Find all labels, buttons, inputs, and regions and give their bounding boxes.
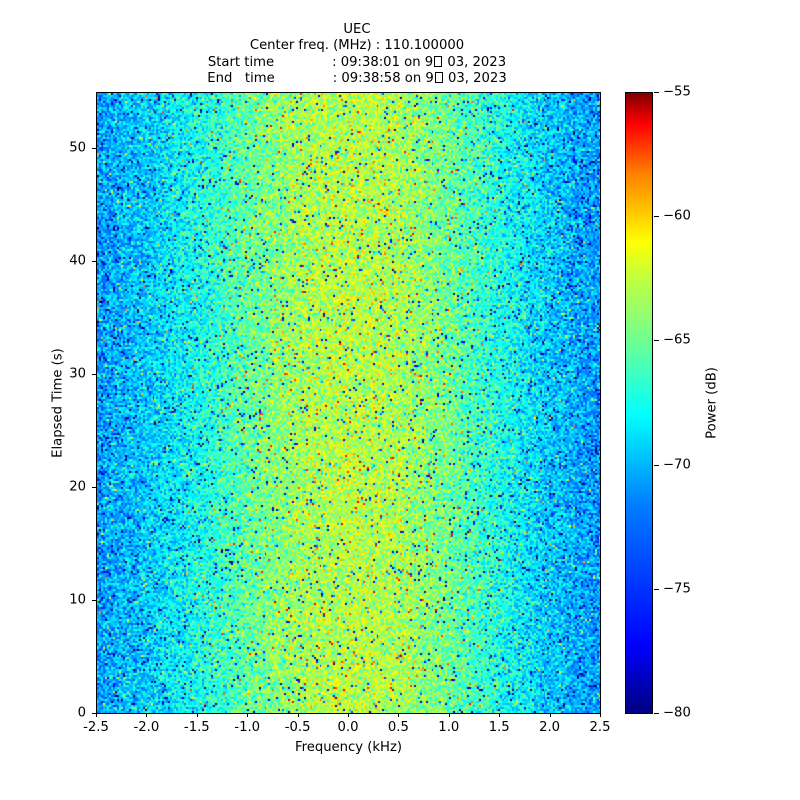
y-tick xyxy=(92,487,96,489)
title-line-station: UEC xyxy=(343,22,371,37)
x-tick-label: 0.0 xyxy=(337,720,359,735)
x-tick-label: 1.0 xyxy=(438,720,460,735)
x-tick-label: 0.5 xyxy=(387,720,409,735)
x-tick xyxy=(96,713,97,717)
y-tick xyxy=(92,374,96,376)
end-time-label: End time xyxy=(207,71,275,87)
start-time-tail: 03, 2023 xyxy=(443,54,507,70)
colorbar-tick-label: −60 xyxy=(663,208,691,224)
x-tick-label: 2.5 xyxy=(589,720,611,735)
x-tick xyxy=(600,713,601,717)
colorbar-tick xyxy=(654,588,659,590)
missing-glyph-icon xyxy=(434,72,443,84)
x-tick xyxy=(499,713,501,717)
colorbar-tick-label: −80 xyxy=(663,705,691,721)
y-tick-label: 20 xyxy=(69,479,86,495)
x-axis-label: Frequency (kHz) xyxy=(294,740,403,755)
x-tick xyxy=(348,713,349,717)
x-tick xyxy=(196,713,198,717)
title-block: UEC Center freq. (MHz) : 110.100000 Star… xyxy=(0,22,714,88)
end-time-value: : 09:38:58 on 9 xyxy=(332,71,434,87)
y-tick xyxy=(92,713,96,714)
x-tick-label: 2.0 xyxy=(539,720,561,735)
end-time-tail: 03, 2023 xyxy=(443,71,507,87)
x-tick xyxy=(146,713,148,717)
colorbar-tick-label: −70 xyxy=(663,457,691,473)
y-tick xyxy=(92,148,96,150)
colorbar xyxy=(625,92,653,714)
spectrogram-image xyxy=(97,93,600,713)
x-tick-label: -1.0 xyxy=(234,720,261,735)
colorbar-label: Power (dB) xyxy=(704,367,720,439)
start-time-value: : 09:38:01 on 9 xyxy=(332,54,434,70)
colorbar-tick xyxy=(654,713,659,714)
x-tick-label: -1.5 xyxy=(183,720,210,735)
y-tick-label: 0 xyxy=(77,705,86,721)
missing-glyph-icon xyxy=(434,55,443,67)
start-time-label: Start time xyxy=(207,54,275,70)
colorbar-tick xyxy=(654,340,659,342)
colorbar-tick-label: −55 xyxy=(663,84,691,100)
colorbar-tick-label: −75 xyxy=(663,581,691,597)
x-tick-label: -0.5 xyxy=(284,720,311,735)
y-tick xyxy=(92,600,96,602)
x-tick xyxy=(448,713,450,717)
y-tick-label: 50 xyxy=(69,140,86,156)
y-tick-label: 40 xyxy=(69,253,86,269)
title-line-start-time: Start time : 09:38:01 on 9 03, 2023 xyxy=(0,55,714,71)
x-tick xyxy=(398,713,400,717)
y-tick-label: 30 xyxy=(69,366,86,382)
spectrogram-axes xyxy=(96,92,601,714)
title-line-end-time: End time : 09:38:58 on 9 03, 2023 xyxy=(0,71,714,87)
colorbar-tick-label: −65 xyxy=(663,332,691,348)
y-axis-label: Elapsed Time (s) xyxy=(50,348,66,458)
title-line-center-freq: Center freq. (MHz) : 110.100000 xyxy=(249,38,465,54)
x-tick-label: -2.0 xyxy=(133,720,160,735)
x-tick xyxy=(549,713,551,717)
x-tick xyxy=(247,713,249,717)
x-tick xyxy=(297,713,299,717)
y-tick-label: 10 xyxy=(69,592,86,608)
colorbar-tick xyxy=(654,464,659,466)
colorbar-tick xyxy=(654,92,659,93)
x-tick-label: -2.5 xyxy=(83,720,109,735)
y-tick xyxy=(92,261,96,263)
x-tick-label: 1.5 xyxy=(488,720,510,735)
colorbar-tick xyxy=(654,216,659,218)
